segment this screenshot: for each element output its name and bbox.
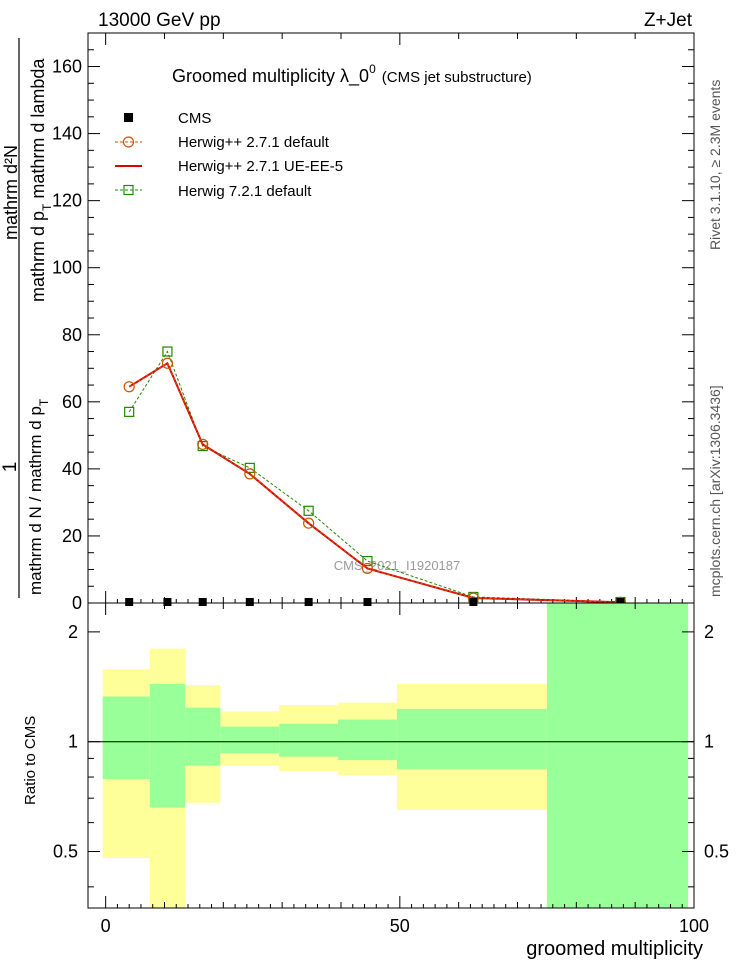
series-layer (123, 346, 627, 608)
point-herwig7 (303, 505, 314, 516)
legend-marker-herwig7 (123, 184, 134, 196)
x-tick-label: 0 (101, 916, 111, 936)
plot-title: Groomed multiplicity λ_00 (CMS jet substr… (172, 62, 532, 87)
ratio-y-ticks: 0.5 0.5 1 1 2 2 (53, 622, 729, 888)
point-herwigpp-default (361, 562, 374, 575)
y-tick-label: 40 (62, 459, 82, 479)
ratio-panel: 0.5 0.5 1 1 2 2 0 50 100 Ratio to CMS (22, 602, 729, 936)
point-cms (304, 597, 313, 606)
ratio-band-inner (185, 707, 221, 766)
y-tick-label: 140 (52, 124, 82, 144)
point-cms (616, 597, 625, 606)
ratio-band-inner (279, 723, 339, 757)
y-label-numerator: mathrm d²N (1, 145, 21, 240)
point-herwigpp-default (197, 438, 209, 451)
ratio-band-inner (546, 603, 689, 908)
point-cms (125, 597, 134, 606)
ratio-y-tick-label-right: 0.5 (704, 841, 729, 861)
watermark: CMS_2021_I1920187 (334, 558, 461, 573)
point-herwigpp-default (123, 381, 135, 393)
header-right: Z+Jet (644, 10, 693, 31)
header-left: 13000 GeV pp (98, 10, 221, 31)
legend-label-herwigpp-default: Herwig++ 2.7.1 default (178, 134, 330, 151)
y-tick-label: 100 (52, 258, 82, 278)
y-label-denominator: mathrm d pT mathrm d lambda (28, 58, 54, 302)
title-sup: 0 (369, 62, 376, 76)
point-herwigpp-default (244, 468, 256, 480)
point-herwigpp-default (303, 517, 315, 529)
legend-label-cms: CMS (178, 110, 211, 127)
ratio-band-inner (102, 696, 150, 780)
ratio-frame (87, 602, 695, 909)
ratio-band-inner (220, 726, 280, 754)
y-tick-label: 80 (62, 325, 82, 345)
rivet-label: Rivet 3.1.10, ≥ 2.3M events (707, 80, 723, 250)
point-herwig7 (124, 406, 135, 417)
point-cms (198, 597, 207, 606)
point-herwig7 (162, 346, 173, 357)
main-panel: 0 20 40 60 80 100 120 140 160 CMS_2021_I1920187 (52, 32, 695, 613)
ratio-x-ticks: 0 50 100 (101, 603, 709, 936)
legend-item-herwigpp-ueee5: Herwig++ 2.7.1 UE-EE-5 (115, 158, 343, 175)
point-cms (245, 597, 254, 606)
point-herwig7 (362, 555, 373, 567)
ratio-y-tick-label: 0.5 (53, 841, 78, 861)
legend-label-herwig7: Herwig 7.2.1 default (178, 183, 312, 200)
legend-marker-herwigpp-default (122, 136, 135, 148)
title-sub: (CMS jet substructure) (382, 69, 532, 86)
y-label-left-frac: mathrm d N / mathrm d pT (26, 398, 51, 595)
point-herwigpp-default (161, 357, 174, 369)
ratio-bands (102, 603, 689, 908)
legend-marker-cms (124, 113, 133, 122)
legend: CMS Herwig++ 2.7.1 default Herwig++ 2.7.… (115, 110, 343, 200)
series-line-herwig7 (128, 350, 621, 603)
x-axis-label: groomed multiplicity (526, 938, 703, 960)
main-y-ticks: 0 20 40 60 80 100 120 140 160 (52, 32, 694, 613)
ratio-band-inner (396, 708, 547, 770)
point-cms (469, 597, 478, 606)
x-tick-label: 50 (390, 916, 410, 936)
y-label-one: 1 (0, 462, 21, 473)
main-y-label: 1 mathrm d N / mathrm d pT mathrm d²N ma… (0, 38, 54, 598)
legend-label-herwigpp-ueee5: Herwig++ 2.7.1 UE-EE-5 (178, 158, 343, 175)
ratio-band-inner (149, 683, 186, 808)
ratio-y-tick-label-right: 2 (704, 622, 714, 642)
y-tick-label: 120 (52, 191, 82, 211)
legend-item-herwigpp-default: Herwig++ 2.7.1 default (115, 134, 330, 151)
svg-text:Groomed multiplicity λ_00(CMS: Groomed multiplicity λ_00 (CMS jet substr… (172, 62, 532, 87)
ratio-y-tick-label-right: 1 (704, 732, 714, 752)
legend-item-cms: CMS (124, 110, 211, 127)
title-main: Groomed multiplicity λ_0 (172, 66, 369, 87)
series-line-herwigpp-default (128, 362, 621, 603)
ratio-y-label: Ratio to CMS (22, 716, 39, 805)
mcplots-label: mcplots.cern.ch [arXiv:1306.3436] (707, 385, 723, 597)
legend-item-herwig7: Herwig 7.2.1 default (115, 183, 312, 200)
y-tick-label: 20 (62, 526, 82, 546)
point-cms (163, 597, 172, 606)
ratio-y-tick-label: 2 (68, 622, 78, 642)
point-cms (363, 597, 372, 606)
y-tick-label: 160 (52, 57, 82, 77)
y-tick-label: 60 (62, 392, 82, 412)
y-tick-label: 0 (72, 593, 82, 613)
point-herwig7 (244, 462, 255, 473)
ratio-y-tick-label: 1 (68, 732, 78, 752)
x-tick-label: 100 (679, 916, 709, 936)
ratio-band-inner (338, 719, 397, 761)
